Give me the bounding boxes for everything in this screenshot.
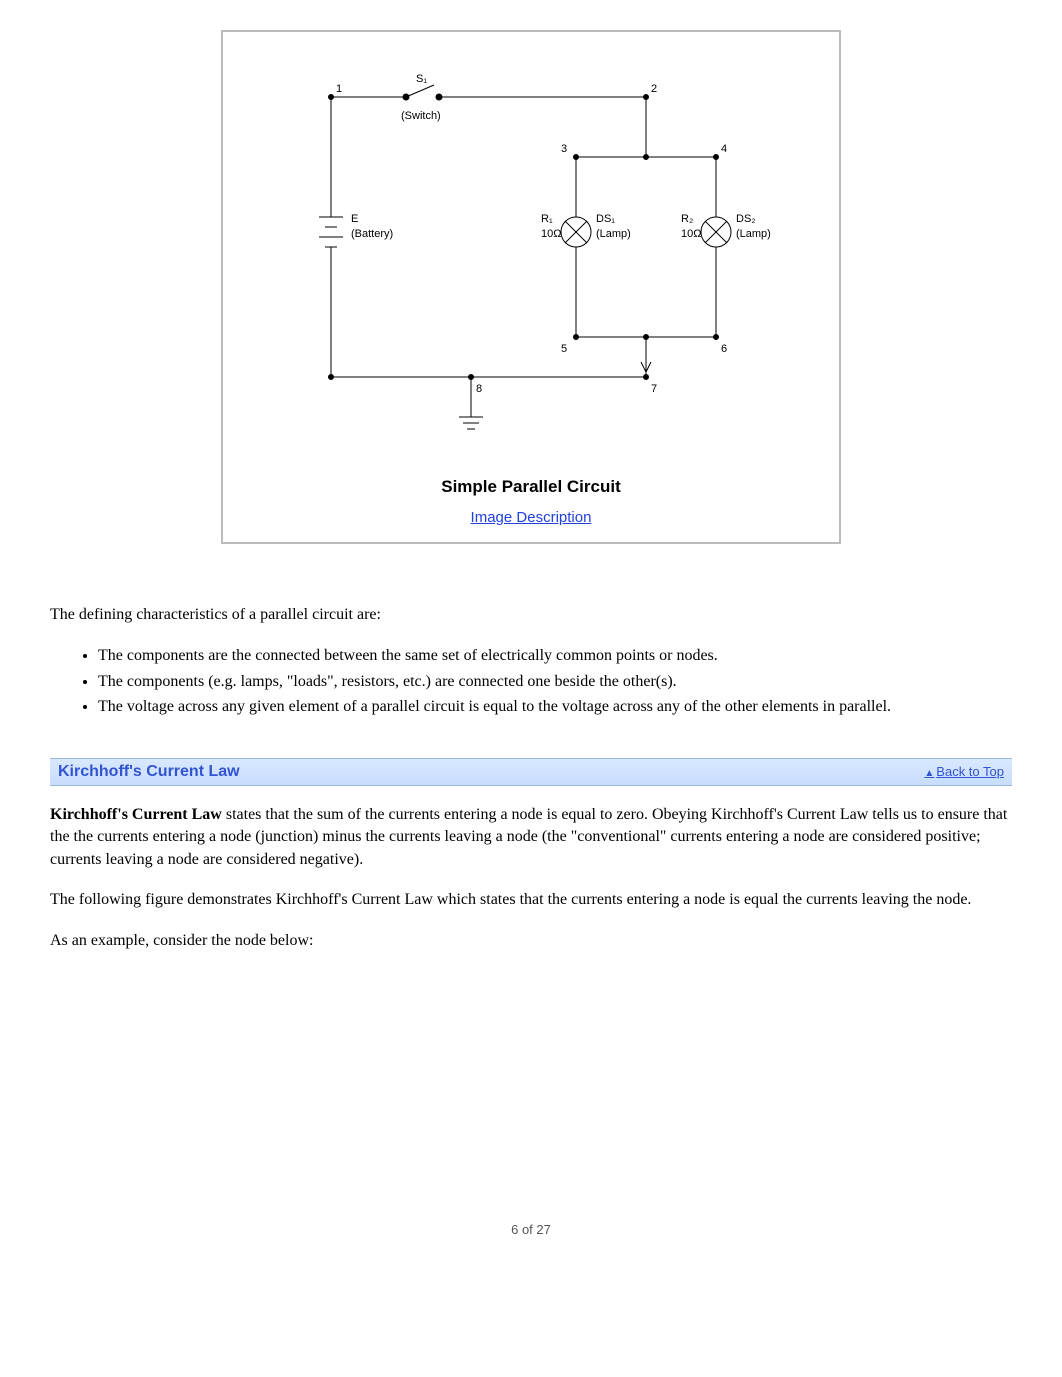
circuit-diagram: 1 2 3 4 5 6 7 8 S₁ (Switch) E (Battery) … xyxy=(243,57,819,457)
lamp1-label: DS₁ xyxy=(596,213,615,225)
kcl-paragraph-1: Kirchhoff's Current Law states that the … xyxy=(50,804,1012,871)
lamp2-label: DS₂ xyxy=(736,213,756,225)
kcl-paragraph-2: The following figure demonstrates Kirchh… xyxy=(50,889,1012,911)
node-label: 6 xyxy=(721,343,727,355)
node-label: 1 xyxy=(336,83,342,95)
image-description-link[interactable]: Image Description xyxy=(471,509,592,526)
kcl-paragraph-3: As an example, consider the node below: xyxy=(50,930,1012,952)
node-label: 8 xyxy=(476,383,482,395)
r1-value: 10Ω xyxy=(541,228,561,240)
lamp1-sublabel: (Lamp) xyxy=(596,228,631,240)
section-header: Kirchhoff's Current Law Back to Top xyxy=(50,758,1012,786)
section-title: Kirchhoff's Current Law xyxy=(58,763,240,781)
figure-caption: Simple Parallel Circuit xyxy=(243,477,819,497)
lamp2-sublabel: (Lamp) xyxy=(736,228,771,240)
switch-label: S₁ xyxy=(416,73,427,85)
switch-sublabel: (Switch) xyxy=(401,110,441,122)
intro-paragraph: The defining characteristics of a parall… xyxy=(50,604,1012,626)
r2-value: 10Ω xyxy=(681,228,701,240)
list-item: The components (e.g. lamps, "loads", res… xyxy=(98,670,1012,693)
node-label: 7 xyxy=(651,383,657,395)
node-label: 4 xyxy=(721,143,727,155)
page-number: 6 of 27 xyxy=(0,1222,1062,1237)
battery-label: E xyxy=(351,213,358,225)
node-label: 3 xyxy=(561,143,567,155)
r2-label: R₂ xyxy=(681,213,693,225)
node-label: 2 xyxy=(651,83,657,95)
battery-sublabel: (Battery) xyxy=(351,228,393,240)
node-label: 5 xyxy=(561,343,567,355)
back-to-top-link[interactable]: Back to Top xyxy=(924,764,1004,779)
figure-frame: 1 2 3 4 5 6 7 8 S₁ (Switch) E (Battery) … xyxy=(221,30,841,544)
list-item: The voltage across any given element of … xyxy=(98,695,1012,718)
characteristics-list: The components are the connected between… xyxy=(98,644,1012,718)
list-item: The components are the connected between… xyxy=(98,644,1012,667)
r1-label: R₁ xyxy=(541,213,553,225)
